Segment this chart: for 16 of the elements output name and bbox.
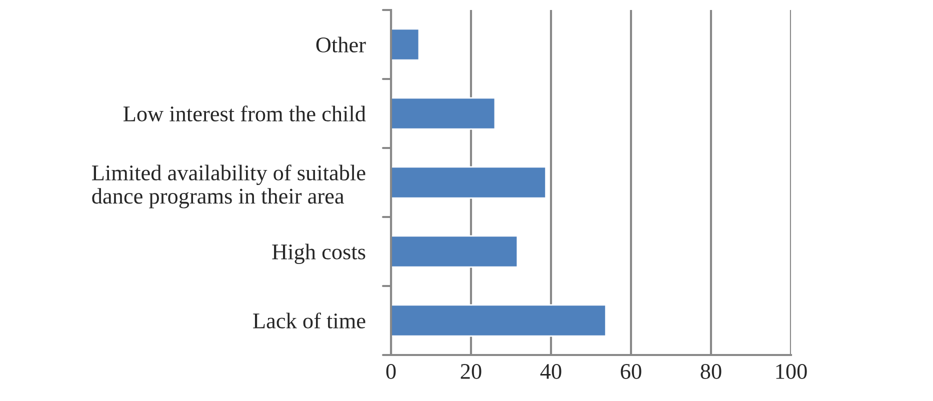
bar (391, 304, 606, 337)
bar (391, 166, 546, 199)
y-tick-label: High costs (272, 244, 366, 264)
y-tick-label: Limited availability of suitable dance programs in their area (92, 164, 366, 208)
y-tick-label: Other (316, 36, 366, 52)
x-tick-label: 0 (386, 364, 396, 379)
x-tick-label: 20 (460, 364, 482, 379)
x-tick-label: 100 (776, 364, 807, 379)
bar (391, 28, 420, 61)
x-tick-label: 60 (620, 364, 642, 379)
bar (391, 97, 496, 130)
x-tick-label: 40 (540, 364, 562, 379)
x-tick-label: 80 (700, 364, 722, 379)
y-tick-label: Low interest from the child (123, 106, 366, 122)
y-tick-label: Lack of time (253, 312, 366, 328)
bar (391, 235, 518, 268)
